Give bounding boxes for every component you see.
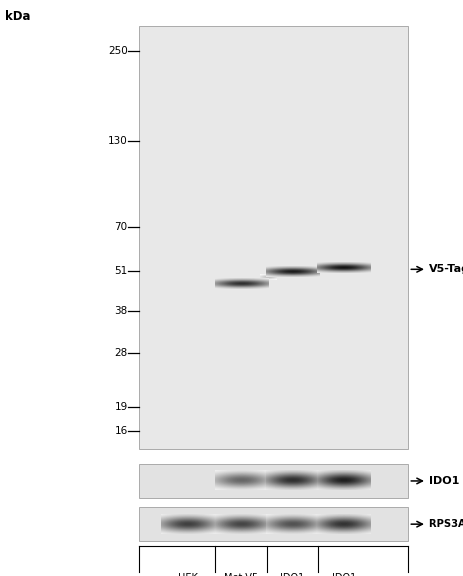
Bar: [139, 464, 407, 498]
Text: 130: 130: [107, 137, 127, 146]
Text: 19: 19: [114, 402, 127, 412]
Text: Met-V5
IDO1: Met-V5 IDO1: [224, 573, 258, 576]
Text: IDO1: IDO1: [428, 476, 458, 486]
Text: 70: 70: [114, 222, 127, 232]
Text: RPS3A ~32 kDa: RPS3A ~32 kDa: [428, 519, 463, 529]
Text: 38: 38: [114, 306, 127, 316]
Text: IDO1
V5/HA: IDO1 V5/HA: [277, 573, 307, 576]
Text: 16: 16: [114, 426, 127, 436]
Bar: [139, 507, 407, 541]
Bar: [139, 26, 407, 449]
Text: 28: 28: [114, 348, 127, 358]
Text: HEK
293T: HEK 293T: [175, 573, 200, 576]
Text: V5-Tag: V5-Tag: [428, 264, 463, 274]
Text: 51: 51: [114, 266, 127, 276]
Text: kDa: kDa: [5, 10, 30, 23]
Text: IDO1
HA/V5: IDO1 HA/V5: [328, 573, 358, 576]
Text: 250: 250: [107, 46, 127, 56]
